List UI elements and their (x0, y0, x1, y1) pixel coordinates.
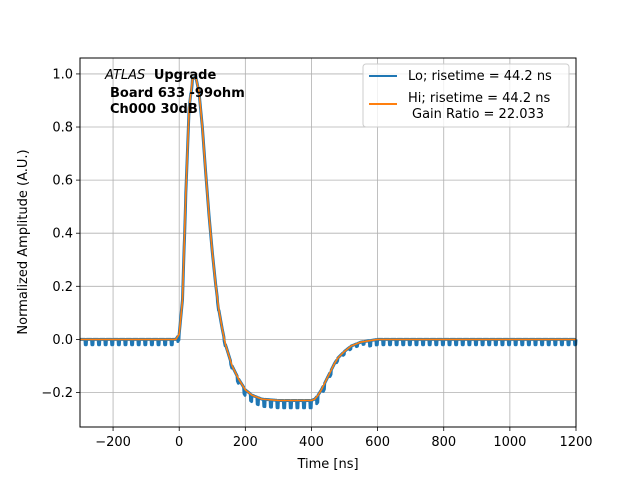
x-tick-label: 1000 (493, 435, 526, 450)
y-axis-label: Normalized Amplitude (A.U.) (16, 149, 31, 334)
x-axis-label: Time [ns] (296, 457, 358, 472)
legend-label-hi: Hi; risetime = 44.2 ns (408, 91, 550, 106)
y-tick-label: 0.6 (52, 174, 73, 189)
annotation: ATLAS Upgrade Board 633 -99ohm Ch000 30d… (104, 68, 245, 117)
x-tick-label: −200 (95, 435, 131, 450)
x-tick-label: 0 (175, 435, 183, 450)
x-tick-label: 600 (365, 435, 390, 450)
y-tick-label: 0.2 (52, 280, 73, 295)
legend: Lo; risetime = 44.2 ns Hi; risetime = 44… (362, 63, 570, 128)
svg-text:ATLAS Upgrade: ATLAS Upgrade (104, 68, 216, 83)
series-line-hi (80, 75, 576, 402)
y-tick-label: 0.4 (52, 227, 73, 242)
legend-label-lo: Lo; risetime = 44.2 ns (408, 69, 552, 84)
y-tick-label: 0.8 (52, 121, 73, 136)
y-tick-label: 0.0 (52, 333, 73, 348)
annotation-upgrade: Upgrade (154, 68, 217, 83)
y-tick-label: −0.2 (41, 386, 73, 401)
series-layer (78, 75, 578, 410)
legend-box (362, 63, 570, 128)
legend-label-hi-gain: Gain Ratio = 22.033 (412, 107, 544, 122)
x-tick-label: 200 (233, 435, 258, 450)
x-tick-label: 400 (299, 435, 324, 450)
plot-frame (79, 57, 577, 428)
annotation-atlas: ATLAS (104, 68, 145, 83)
y-axis: −0.2 0.0 0.2 0.4 0.6 0.8 1.0 (41, 67, 80, 401)
y-tick-label: 1.0 (52, 67, 73, 82)
x-tick-label: 1200 (559, 435, 592, 450)
annotation-board: Board 633 -99ohm (110, 86, 245, 101)
x-tick-label: 800 (431, 435, 456, 450)
x-axis: −200 0 200 400 600 800 1000 1200 (95, 427, 593, 450)
annotation-channel: Ch000 30dB (110, 102, 198, 117)
